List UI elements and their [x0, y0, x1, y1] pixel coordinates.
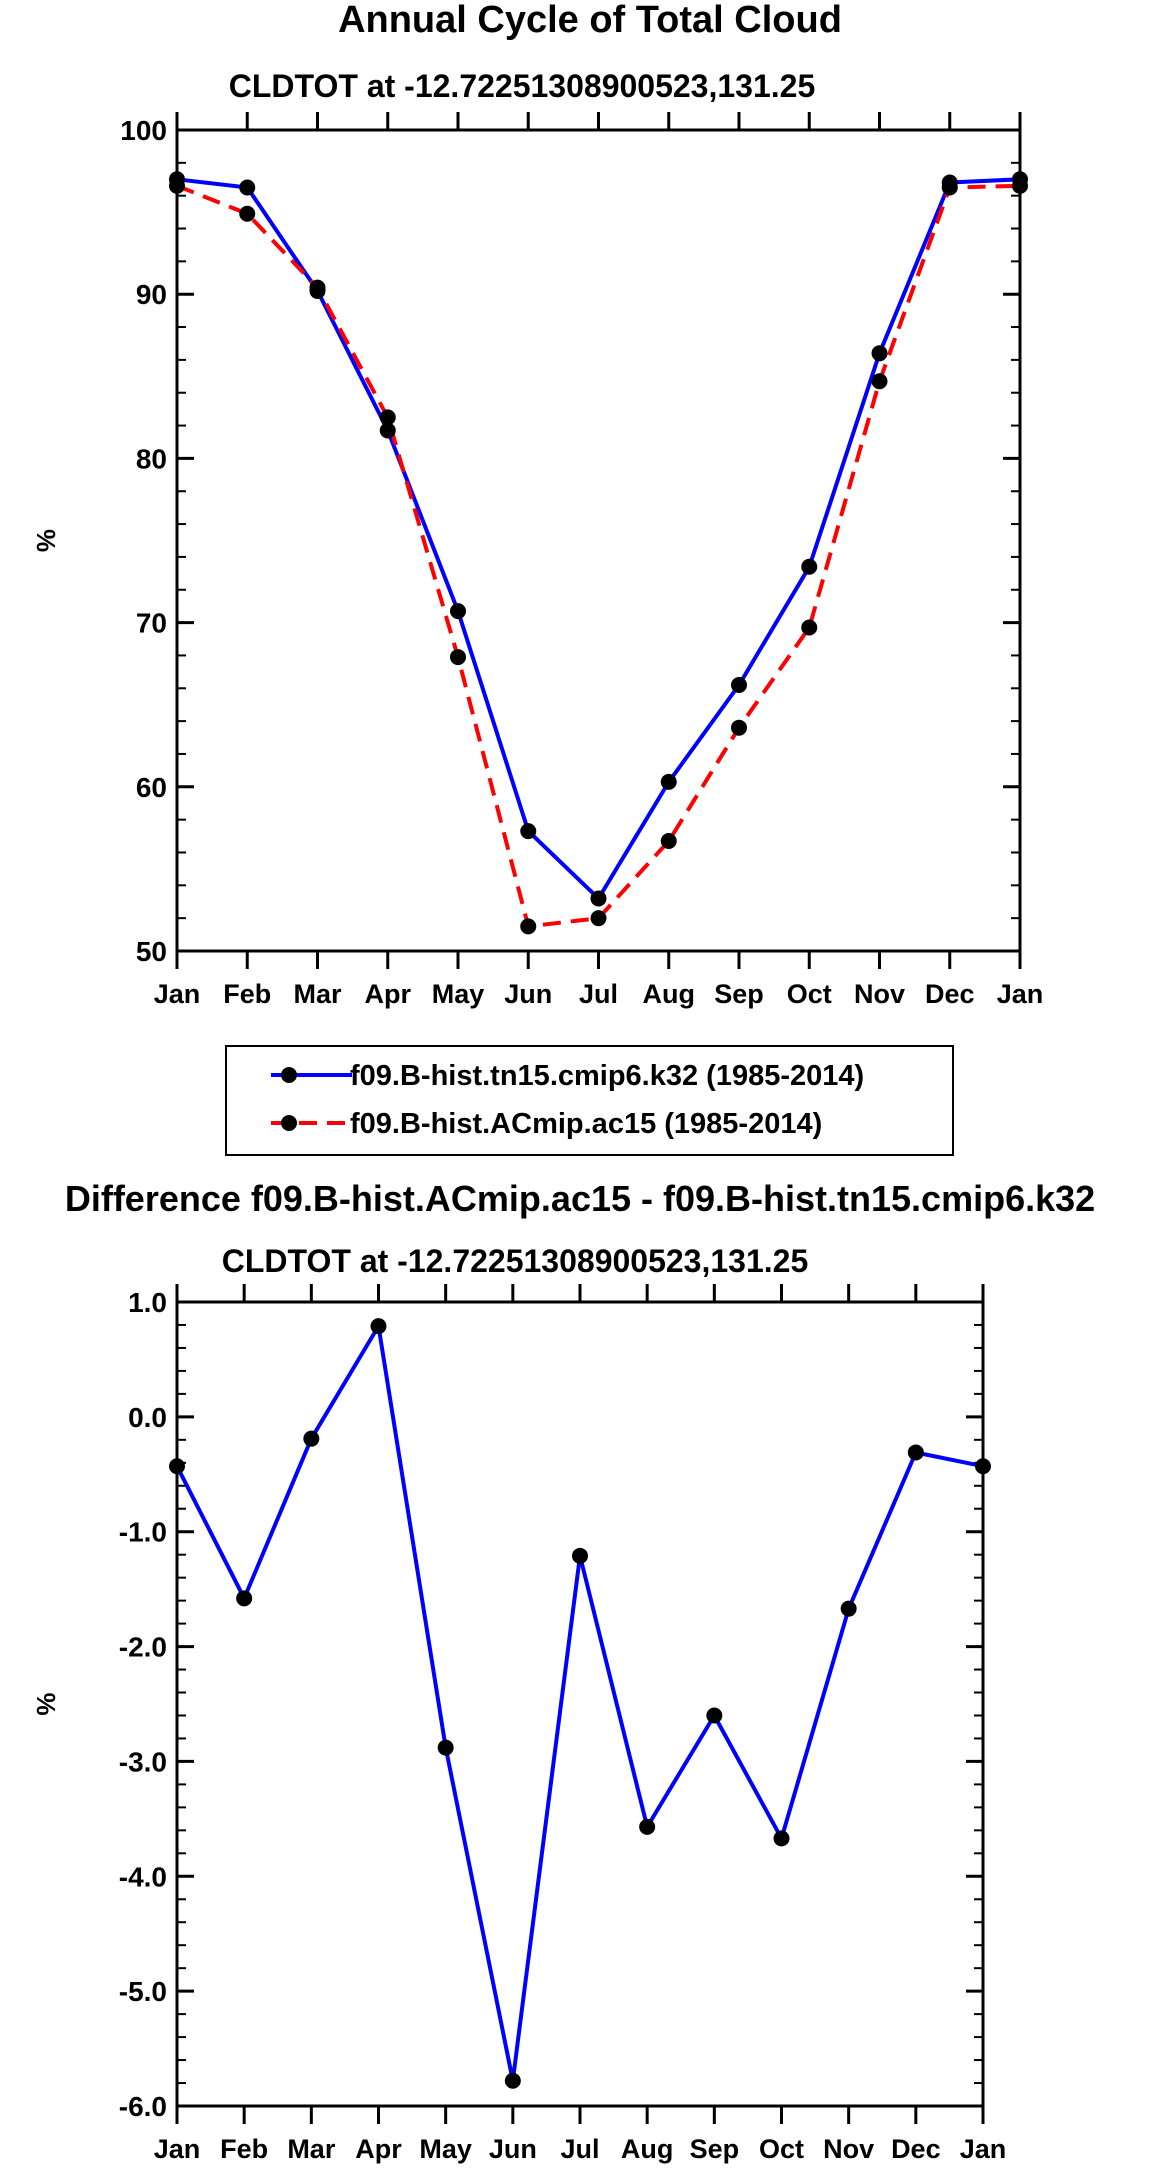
y-tick-label: 90 [136, 279, 167, 310]
x-tick-label: Jan [154, 979, 201, 1009]
x-tick-label: Aug [643, 979, 695, 1009]
x-tick-label: Nov [854, 979, 905, 1009]
data-point [660, 773, 677, 790]
data-point [731, 676, 747, 693]
series-line-primary [176, 177, 1021, 901]
data-point [504, 2072, 521, 2089]
data-point [379, 409, 396, 426]
data-point [239, 179, 256, 196]
x-tick-label: Mar [293, 979, 342, 1009]
y-tick-label: -6.0 [119, 2091, 167, 2122]
data-point [520, 823, 537, 840]
x-tick-label: Jan [154, 2134, 201, 2164]
data-point [309, 279, 326, 296]
data-point [871, 373, 888, 390]
x-tick-label: Jan [960, 2134, 1007, 2164]
x-tick-label: Jul [560, 2134, 599, 2164]
x-tick-label: Feb [220, 2134, 268, 2164]
x-tick-label: Sep [690, 2134, 740, 2164]
annual-cycle-chart: Annual Cycle of Total Cloud CLDTOT at -1… [31, 0, 1043, 1009]
data-point [239, 205, 256, 222]
legend-entry-red: f09.B-hist.ACmip.ac15 (1985-2014) [350, 1108, 822, 1140]
legend-box [225, 1045, 954, 1156]
x-tick-label: Mar [287, 2134, 336, 2164]
data-point [450, 603, 466, 620]
data-point [773, 1830, 790, 1847]
x-tick-label: Sep [714, 979, 764, 1009]
y-axis-label: % [31, 1692, 61, 1715]
chart-subtitle: CLDTOT at -12.72251308900523,131.25 [222, 1243, 808, 1279]
data-point [639, 1818, 656, 1835]
axis-ticks [175, 1284, 985, 2124]
y-tick-labels: -6.0 -5.0 -4.0 -3.0 -2.0 -1.0 0.0 1.0 [119, 1287, 167, 2122]
y-tick-label: 50 [136, 936, 167, 967]
x-tick-label: Feb [223, 979, 271, 1009]
legend: f09.B-hist.tn15.cmip6.k32 (1985-2014) f0… [225, 1045, 954, 1156]
x-tick-label: Dec [925, 979, 975, 1009]
y-tick-label: -2.0 [119, 1632, 167, 1663]
chart-title: Annual Cycle of Total Cloud [338, 0, 842, 41]
axis-ticks [175, 112, 1022, 969]
series-group [169, 1318, 991, 2089]
y-tick-labels: 50 60 70 80 90 100 [120, 115, 167, 967]
y-tick-label: -5.0 [119, 1976, 167, 2007]
data-point [801, 558, 818, 575]
x-tick-label: Nov [823, 2134, 874, 2164]
x-tick-label: Aug [621, 2134, 673, 2164]
data-point [520, 918, 537, 935]
x-tick-label: Jan [997, 979, 1044, 1009]
data-point [706, 1707, 723, 1724]
y-tick-label: 100 [120, 115, 167, 146]
x-tick-label: Jul [579, 979, 618, 1009]
data-point [450, 649, 466, 666]
x-tick-label: May [419, 2134, 472, 2164]
x-tick-label: Oct [759, 2134, 804, 2164]
series-group [169, 171, 1028, 935]
data-point [907, 1444, 924, 1461]
data-point [572, 1547, 588, 1564]
data-point [590, 910, 607, 927]
x-tick-label: May [432, 979, 485, 1009]
data-point [236, 1590, 253, 1607]
plot-frame [175, 1300, 985, 2108]
legend-marker-red [281, 1115, 297, 1131]
legend-marker-blue [281, 1067, 297, 1083]
y-tick-label: 80 [136, 443, 167, 474]
series-line-primary [175, 1324, 984, 2083]
y-tick-label: 70 [136, 608, 167, 639]
data-point [840, 1600, 857, 1617]
series-line-secondary [176, 183, 1021, 929]
data-point [437, 1739, 454, 1756]
data-point [731, 719, 747, 736]
y-tick-label: 0.0 [128, 1402, 167, 1433]
x-tick-labels: Jan Feb Mar Apr May Jun Jul Aug Sep Oct Nov Dec Jan [154, 2134, 1007, 2164]
data-point [941, 179, 958, 196]
x-tick-label: Jun [504, 979, 552, 1009]
difference-chart: Difference f09.B-hist.ACmip.ac15 - f09.B… [31, 1178, 1095, 2164]
x-tick-label: Dec [891, 2134, 941, 2164]
y-tick-label: -1.0 [119, 1517, 167, 1548]
data-point [871, 345, 888, 362]
y-tick-label: -4.0 [119, 1861, 167, 1892]
data-point [590, 890, 607, 907]
x-tick-label: Apr [355, 2134, 402, 2164]
data-point [370, 1318, 387, 1335]
y-tick-label: -3.0 [119, 1746, 167, 1777]
x-tick-label: Oct [787, 979, 832, 1009]
plot-frame [175, 128, 1022, 953]
data-point [303, 1430, 320, 1447]
x-tick-labels: Jan Feb Mar Apr May Jun Jul Aug Sep Oct Nov Dec Jan [154, 979, 1044, 1009]
chart-title: Difference f09.B-hist.ACmip.ac15 - f09.B… [65, 1178, 1095, 1219]
data-point [379, 422, 396, 439]
data-point [801, 619, 818, 636]
data-point [660, 832, 677, 849]
y-tick-label: 1.0 [128, 1287, 167, 1318]
y-axis-label: % [31, 529, 61, 552]
legend-entry-blue: f09.B-hist.tn15.cmip6.k32 (1985-2014) [350, 1060, 864, 1092]
x-tick-label: Jun [489, 2134, 537, 2164]
chart-subtitle: CLDTOT at -12.72251308900523,131.25 [229, 68, 815, 104]
y-tick-label: 60 [136, 772, 167, 803]
x-tick-label: Apr [365, 979, 412, 1009]
